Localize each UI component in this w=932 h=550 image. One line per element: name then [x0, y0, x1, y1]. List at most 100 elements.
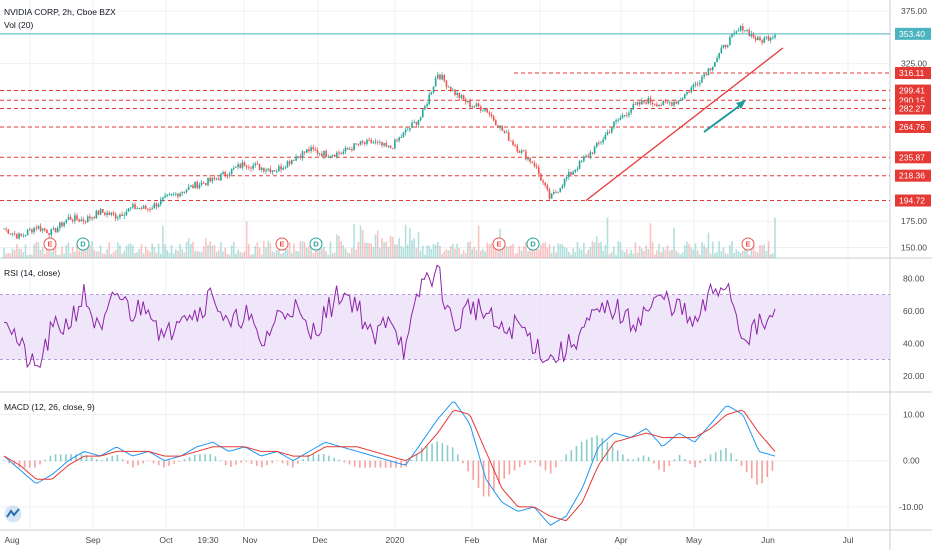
macd-histogram-bar: [85, 455, 88, 462]
macd-histogram-bar: [560, 460, 562, 462]
volume-bar: [357, 242, 360, 258]
volume-bar: [110, 254, 113, 258]
volume-bar: [368, 242, 370, 258]
candle-body: [252, 165, 254, 169]
candle-body: [175, 193, 177, 195]
candle-body: [714, 62, 716, 67]
time-axis[interactable]: Aug Sep Oct 19:30 Nov Dec 2020 Feb Mar Apr May Jun J…: [4, 535, 853, 545]
candle-body: [91, 217, 93, 219]
candle-body: [477, 103, 480, 107]
volume-bar: [404, 224, 407, 258]
price-axis[interactable]: 150.00 175.00 325.00 375.00 316.11 299.41290.…: [895, 6, 931, 512]
macd-tick-label: -10.00: [899, 502, 923, 512]
volume-bar: [576, 242, 579, 258]
candle-body: [559, 188, 562, 192]
candle-body: [20, 233, 22, 236]
macd-histogram-bar: [627, 458, 629, 462]
macd-histogram-bar: [3, 460, 5, 462]
macd-histogram-bar: [451, 447, 454, 462]
volume-bar: [215, 251, 218, 258]
candle-body: [48, 233, 50, 235]
candle-body: [80, 219, 83, 222]
candle-body: [656, 104, 658, 107]
candle-body: [501, 125, 504, 131]
pane-titles: NVIDIA CORP, 2h, Cboe BZX Vol (20) RSI (14…: [4, 7, 116, 412]
volume-bar: [651, 241, 654, 258]
volume-bar: [406, 244, 409, 258]
candle-body: [671, 102, 673, 106]
volume-bar: [230, 245, 233, 258]
macd-histogram-bar: [312, 454, 315, 462]
volume-bar: [754, 251, 757, 258]
candle-body: [207, 177, 209, 186]
macd-histogram-bar: [611, 446, 614, 462]
macd-histogram-bar: [596, 435, 598, 462]
volume-bar: [447, 250, 450, 258]
candle-body: [288, 161, 291, 164]
rsi-tick-label: 80.00: [903, 273, 925, 283]
candle-body: [578, 161, 581, 169]
time-tick-label: Nov: [242, 535, 258, 545]
candle-body: [316, 150, 319, 154]
volume-bar: [301, 241, 304, 258]
candle-body: [608, 132, 611, 133]
volume-bar: [31, 254, 33, 258]
macd-histogram-bar: [555, 460, 557, 468]
volume-bar: [617, 241, 620, 258]
macd-histogram-bar: [307, 454, 310, 462]
volume-bar: [162, 225, 164, 258]
volume-bar: [512, 243, 514, 258]
candle-body: [739, 26, 742, 31]
chart-overlays: [0, 33, 890, 202]
volume-bar: [696, 250, 699, 258]
macd-line: [3, 401, 776, 526]
volume-bar: [97, 251, 100, 258]
candle-body: [228, 174, 231, 177]
candle-body: [686, 91, 688, 95]
candle-body: [413, 121, 415, 123]
candle-body: [658, 104, 660, 107]
macd-histogram-bar: [709, 454, 712, 462]
macd-histogram-bar: [59, 454, 62, 462]
candle-body: [183, 192, 186, 193]
volume-bar: [600, 241, 602, 258]
tradingview-logo-icon[interactable]: [4, 505, 22, 523]
candle-body: [394, 139, 396, 149]
volume-bar: [580, 249, 583, 258]
candle-body: [241, 162, 244, 168]
volume-bar: [333, 252, 336, 258]
candle-body: [529, 157, 531, 162]
macd-histogram-bar: [96, 459, 98, 462]
volume-bar: [22, 252, 25, 258]
candle-body: [78, 219, 80, 222]
volume-bar: [525, 242, 527, 258]
event-marker-label: E: [745, 240, 750, 249]
macd-histogram-bar: [281, 460, 284, 464]
candle-body: [278, 166, 280, 172]
candle-body: [112, 212, 115, 215]
macd-histogram-bar: [720, 450, 722, 462]
candle-body: [544, 182, 547, 186]
macd-histogram-bar: [255, 460, 258, 466]
volume-bar: [411, 240, 413, 258]
candle-body: [265, 169, 267, 172]
macd-histogram-bar: [23, 460, 26, 468]
candle-body: [149, 209, 151, 210]
candle-body: [232, 167, 235, 169]
candle-body: [84, 221, 87, 223]
volume-bar: [280, 253, 282, 258]
level-tag-label: 218.36: [899, 171, 925, 181]
macd-histogram-bar: [503, 460, 506, 479]
candle-body: [707, 68, 710, 76]
candle-body: [166, 194, 169, 196]
volume-bar: [578, 248, 581, 258]
price-tick-label: 375.00: [901, 6, 927, 16]
volume-bar: [671, 249, 673, 258]
volume-bar: [273, 252, 276, 258]
volume-bar: [3, 248, 5, 258]
volume-bar: [735, 249, 738, 258]
macd-histogram-bar: [65, 454, 67, 462]
candle-body: [550, 193, 553, 199]
rsi-tick-label: 20.00: [903, 371, 925, 381]
volume-bar: [550, 252, 553, 258]
